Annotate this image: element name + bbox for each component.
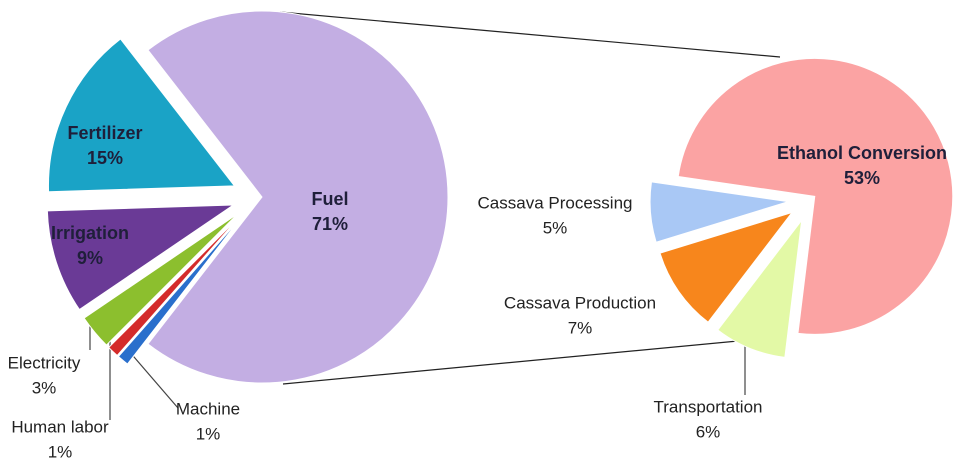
slice-label: Electricity [8,353,81,372]
slice-value: 71% [312,214,348,234]
slice-label: Ethanol Conversion [777,143,947,163]
pie-slice [677,57,954,335]
pie-slice [717,218,803,358]
pie-slice [107,215,241,357]
slice-label: Cassava Processing [478,193,633,212]
leader-line [127,349,179,409]
slice-value: 5% [543,218,568,237]
connector-line [279,11,781,58]
slice-label: Cassava Production [504,293,656,312]
connector-line [282,336,781,385]
slice-value: 15% [87,148,123,168]
pie-slice [83,213,239,346]
pie-slice [48,38,236,193]
pie-slice [147,10,449,384]
slice-label: Fuel [311,189,348,209]
pie-slice [46,204,235,311]
slice-label: Irrigation [51,223,129,243]
pie-slice [649,181,789,243]
slice-value: 7% [568,318,593,337]
slice-value: 1% [48,442,73,461]
slice-label: Human labor [11,417,109,436]
slice-value: 3% [32,378,57,397]
slice-value: 6% [696,422,721,441]
slice-value: 9% [77,248,103,268]
slice-value: 53% [844,168,880,188]
slice-label: Transportation [654,397,763,416]
slice-label: Machine [176,399,240,418]
slice-label: Fertilizer [67,123,142,143]
slice-value: 1% [196,424,221,443]
pie-slice [659,211,794,323]
pie-slice [117,216,242,365]
